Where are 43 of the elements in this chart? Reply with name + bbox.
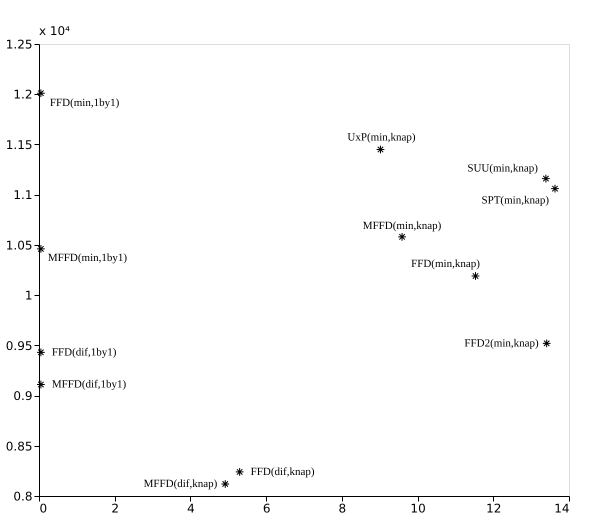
y-tick-label: 1.2 <box>13 88 32 102</box>
annotation: FFD(dif,knap) <box>250 466 315 478</box>
y-tick-label: 1.25 <box>6 38 32 52</box>
y-tick-label: 0.8 <box>13 490 32 504</box>
point <box>398 232 406 242</box>
x-tick-label: 6 <box>262 502 270 516</box>
x-tick-label: 4 <box>187 502 195 516</box>
x-tick-label: 8 <box>338 502 346 516</box>
point <box>542 338 552 348</box>
point <box>376 145 385 154</box>
y-tick-label: 0.85 <box>6 439 32 454</box>
y-tick-label: 1.15 <box>6 138 32 152</box>
y-tick-label: 0.95 <box>6 338 32 353</box>
x-tick-label: 2 <box>111 502 120 516</box>
y-tick-label: 1.1 <box>13 188 32 202</box>
annotation: FFD(dif,1by1) <box>52 346 117 358</box>
annotation: MFFD(dif,1by1) <box>52 378 126 391</box>
y-tick-label: 1 <box>24 288 32 303</box>
point <box>36 88 46 98</box>
point <box>36 244 46 254</box>
annotation: MFFD(dif,knap) <box>144 478 218 490</box>
y-tick-label: 1.05 <box>6 238 32 252</box>
annotation: FFD(min,1by1) <box>50 97 120 110</box>
y-tick-label: 0.9 <box>13 389 32 404</box>
annotation: FFD(min,knap) <box>411 258 480 270</box>
point <box>471 272 480 280</box>
annotation: MFFD(min,knap) <box>362 220 442 232</box>
annotation: UxP(min,knap) <box>347 131 416 144</box>
annotation: FFD2(min,knap) <box>464 337 539 350</box>
point <box>36 348 46 357</box>
x-tick-label: 12 <box>486 502 502 516</box>
x-tick-label: 10 <box>410 502 426 516</box>
x-tick-label: 0 <box>40 502 48 516</box>
point <box>542 174 550 183</box>
annotation: MFFD(min,1by1) <box>48 252 128 264</box>
x-tick-label: 14 <box>554 502 570 516</box>
point <box>220 480 230 488</box>
annotation: SUU(min,knap) <box>467 162 538 175</box>
point <box>36 380 46 389</box>
text: x 10⁴ <box>39 24 70 38</box>
point <box>235 468 244 476</box>
point <box>550 184 560 194</box>
annotation: SPT(min,knap) <box>481 194 550 207</box>
